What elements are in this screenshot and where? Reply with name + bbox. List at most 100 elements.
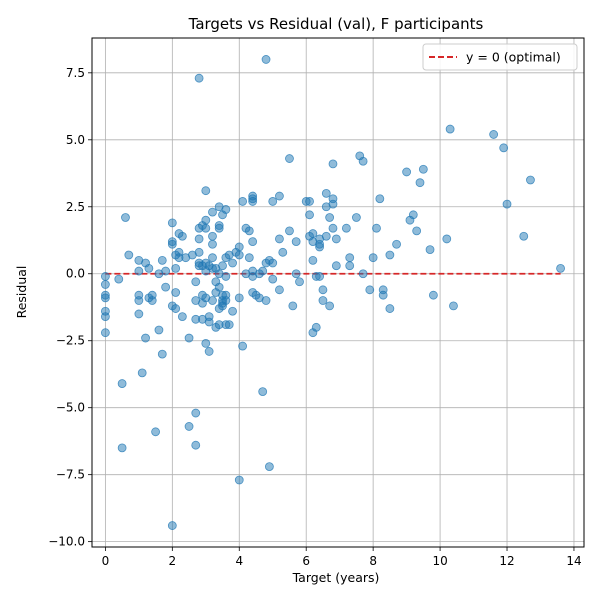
scatter-point	[519, 231, 529, 241]
legend-label: y = 0 (optimal)	[466, 50, 561, 65]
scatter-point	[191, 277, 201, 287]
scatter-point	[248, 197, 258, 206]
scatter-point	[234, 250, 244, 260]
scatter-point	[157, 349, 167, 359]
scatter-point	[502, 199, 512, 209]
scatter-point	[161, 266, 171, 276]
scatter-point	[341, 223, 351, 233]
scatter-point	[258, 266, 268, 276]
scatter-point	[167, 521, 177, 530]
scatter-point	[221, 296, 231, 305]
scatter-point	[161, 282, 171, 292]
y-tick-label: −5.0	[56, 401, 85, 415]
scatter-point	[221, 272, 231, 281]
scatter-point	[100, 312, 110, 322]
scatter-point	[264, 462, 274, 472]
scatter-point	[117, 443, 127, 453]
scatter-point	[258, 387, 268, 397]
scatter-point	[328, 199, 338, 209]
scatter-point	[177, 312, 187, 322]
scatter-point	[208, 296, 217, 305]
scatter-point	[147, 296, 157, 305]
scatter-point	[385, 304, 395, 313]
scatter-point	[191, 408, 201, 418]
scatter-point	[100, 280, 110, 289]
scatter-point	[372, 223, 381, 233]
scatter-point	[201, 186, 211, 196]
scatter-point	[238, 197, 248, 206]
scatter-point	[204, 347, 214, 356]
scatter-point	[275, 285, 284, 295]
scatter-point	[234, 475, 244, 485]
scatter-point	[208, 207, 217, 217]
scatter-point	[141, 333, 150, 343]
scatter-point	[425, 245, 435, 255]
scatter-point	[177, 231, 187, 241]
x-tick-label: 0	[102, 554, 110, 568]
scatter-point	[378, 290, 388, 300]
y-axis-label: Residual	[14, 266, 29, 319]
scatter-point	[442, 234, 452, 244]
scatter-point	[352, 213, 361, 222]
scatter-point	[285, 154, 294, 163]
scatter-point	[275, 191, 284, 201]
scatter-point	[499, 143, 509, 153]
scatter-point	[154, 325, 164, 335]
scatter-point	[345, 261, 355, 271]
scatter-point	[365, 285, 375, 295]
scatter-point	[308, 229, 318, 238]
x-tick-label: 6	[302, 554, 310, 568]
scatter-point	[218, 261, 227, 271]
scatter-point	[194, 234, 204, 244]
scatter-point	[171, 263, 181, 273]
scatter-point	[331, 234, 341, 244]
legend: y = 0 (optimal)	[422, 43, 578, 71]
scatter-point	[167, 218, 177, 228]
scatter-point	[408, 210, 418, 220]
scatter-point	[184, 422, 194, 431]
x-tick-label: 4	[235, 554, 243, 568]
scatter-point	[121, 213, 130, 222]
scatter-point	[204, 317, 214, 327]
data-points	[100, 55, 565, 530]
scatter-point	[325, 213, 335, 222]
scatter-point	[315, 242, 324, 252]
scatter-point	[234, 293, 244, 303]
scatter-point	[117, 379, 127, 388]
x-tick-label: 8	[369, 554, 377, 568]
x-tick-label: 10	[432, 554, 447, 568]
scatter-point	[278, 247, 288, 257]
scatter-point	[167, 239, 177, 249]
x-tick-label: 12	[499, 554, 514, 568]
scatter-point	[214, 282, 224, 292]
y-tick-label: 7.5	[66, 66, 85, 80]
scatter-point	[238, 341, 248, 351]
scatter-point	[268, 258, 278, 268]
y-tick-label: 2.5	[66, 200, 85, 214]
scatter-point	[285, 226, 294, 236]
scatter-point	[368, 253, 378, 263]
chart-title: Targets vs Residual (val), F participant…	[188, 15, 484, 33]
scatter-point	[244, 253, 254, 263]
scatter-point	[328, 223, 338, 233]
scatter-point	[275, 234, 284, 244]
y-tick-label: −7.5	[56, 468, 85, 482]
x-tick-label: 14	[566, 554, 581, 568]
scatter-point	[418, 164, 428, 174]
scatter-point	[208, 231, 217, 241]
scatter-point	[291, 269, 301, 279]
scatter-point	[358, 269, 368, 279]
scatter-point	[228, 258, 237, 268]
scatter-point	[100, 272, 110, 281]
scatter-point	[345, 253, 355, 263]
scatter-point	[428, 290, 438, 300]
scatter-point	[194, 247, 204, 257]
y-tick-label: −10.0	[48, 535, 85, 549]
x-axis-label: Target (years)	[292, 570, 380, 585]
scatter-point	[325, 301, 335, 311]
scatter-point	[415, 178, 425, 188]
scatter-point	[331, 261, 341, 271]
scatter-point	[449, 301, 458, 311]
